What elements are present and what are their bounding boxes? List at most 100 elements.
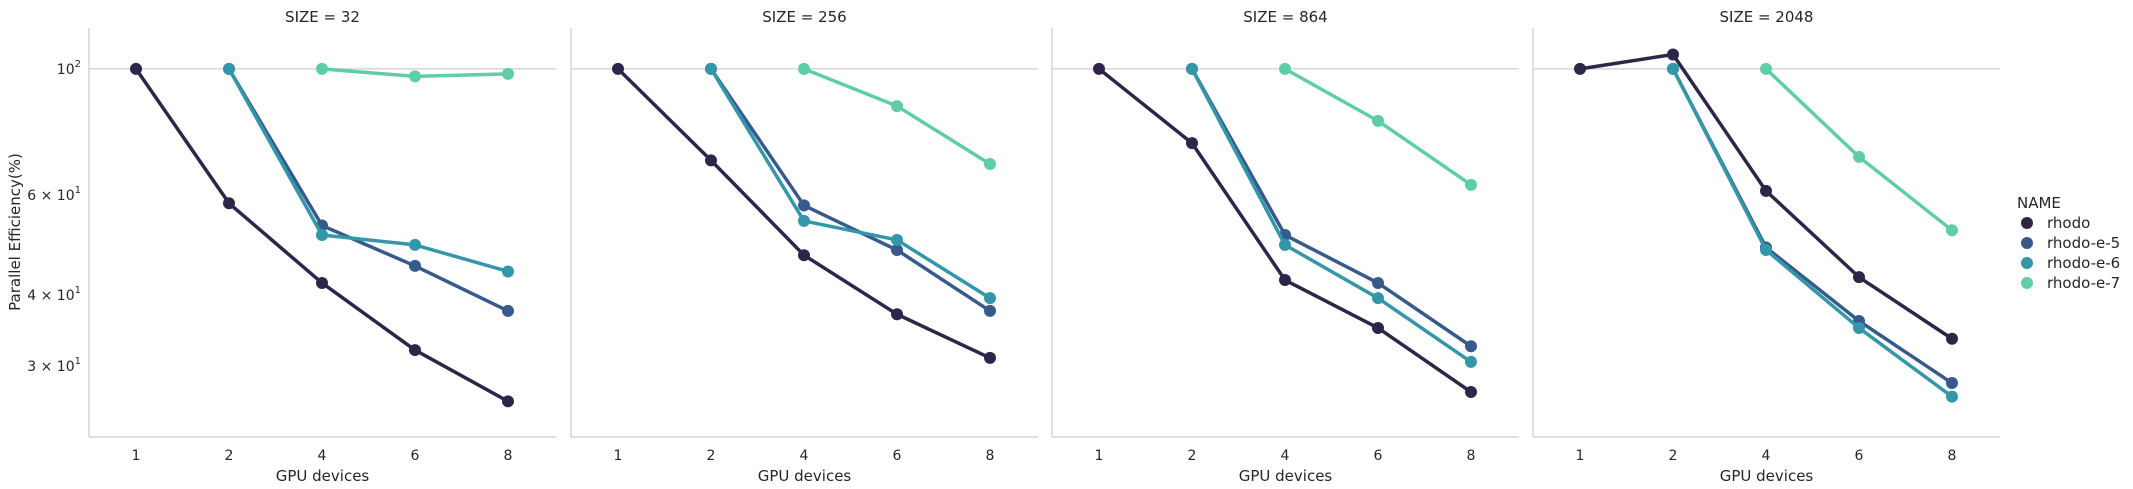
data-point-rhodo <box>1465 386 1477 399</box>
data-point-rhodo <box>1946 332 1958 345</box>
data-point-rhodo-e-6 <box>1760 243 1772 256</box>
y-tick-label: 3 × 101 <box>27 356 81 375</box>
legend-marker <box>2021 217 2033 229</box>
data-point-rhodo-e-7 <box>984 158 996 171</box>
legend-label: rhodo-e-6 <box>2047 254 2120 272</box>
x-tick-label: 6 <box>411 448 420 464</box>
data-point-rhodo <box>502 395 514 408</box>
legend-label: rhodo-e-5 <box>2047 234 2120 252</box>
data-point-rhodo-e-6 <box>798 214 810 227</box>
data-point-rhodo-e-6 <box>409 238 421 251</box>
data-point-rhodo <box>130 62 142 75</box>
x-tick-label: 2 <box>1188 448 1197 464</box>
data-point-rhodo-e-6 <box>1465 355 1477 368</box>
data-point-rhodo-e-6 <box>891 233 903 246</box>
x-tick-label: 8 <box>986 448 995 464</box>
y-axis-label: Parallel Efficiency(%) <box>6 153 24 311</box>
data-point-rhodo <box>1279 274 1291 287</box>
data-point-rhodo-e-7 <box>1946 224 1958 237</box>
y-tick-label: 102 <box>57 59 81 78</box>
x-tick-label: 2 <box>1669 448 1678 464</box>
x-tick-label: 1 <box>1095 448 1104 464</box>
legend: NAME rhodo rhodo-e-5 rhodo-e-6 rhodo-e-7 <box>2017 194 2120 292</box>
legend-marker <box>2021 277 2033 289</box>
x-tick-label: 4 <box>318 448 327 464</box>
x-tick-label: 4 <box>800 448 809 464</box>
data-point-rhodo-e-7 <box>316 62 328 75</box>
data-point-rhodo-e-7 <box>1853 150 1865 163</box>
data-point-rhodo-e-5 <box>1465 340 1477 353</box>
legend-title: NAME <box>2017 194 2061 212</box>
data-point-rhodo <box>612 62 624 75</box>
data-point-rhodo-e-5 <box>1946 377 1958 390</box>
data-point-rhodo-e-5 <box>1372 276 1384 289</box>
x-axis-label: GPU devices <box>758 467 852 485</box>
data-point-rhodo-e-7 <box>1760 62 1772 75</box>
data-point-rhodo-e-7 <box>1279 62 1291 75</box>
x-axis-label: GPU devices <box>1720 467 1814 485</box>
data-point-rhodo <box>316 276 328 289</box>
y-tick-label: 4 × 101 <box>27 285 81 304</box>
series-line-rhodo-e-7 <box>1764 67 1954 232</box>
data-point-rhodo-e-6 <box>502 265 514 278</box>
data-point-rhodo-e-6 <box>1853 321 1865 334</box>
legend-label: rhodo-e-7 <box>2047 274 2120 292</box>
series-line-rhodo-e-5 <box>709 67 991 313</box>
x-axis-label: GPU devices <box>276 467 370 485</box>
panel-title: SIZE = 864 <box>1243 8 1327 26</box>
chart-panel: SIZE = 256 1 2 4 6 8 GPU devices <box>570 8 1038 485</box>
chart-panel: SIZE = 32 1 2 4 6 8 GPU devices 102 6 × 101 4 × 1… <box>27 8 556 485</box>
x-axis-label: GPU devices <box>1239 467 1333 485</box>
data-point-rhodo-e-5 <box>409 259 421 272</box>
data-point-rhodo <box>1667 48 1679 61</box>
x-tick-label: 8 <box>1467 448 1476 464</box>
data-point-rhodo-e-7 <box>798 62 810 75</box>
data-point-rhodo <box>1574 62 1586 75</box>
data-point-rhodo-e-6 <box>316 229 328 242</box>
data-point-rhodo-e-5 <box>984 304 996 317</box>
data-point-rhodo <box>984 351 996 364</box>
data-point-rhodo-e-6 <box>1667 62 1679 75</box>
series-line-rhodo-e-7 <box>803 67 991 166</box>
x-tick-label: 1 <box>614 448 623 464</box>
chart-panel: SIZE = 864 1 2 4 6 8 GPU devices <box>1051 8 1519 485</box>
data-point-rhodo-e-6 <box>705 62 717 75</box>
data-point-rhodo <box>798 249 810 262</box>
data-point-rhodo <box>1093 62 1105 75</box>
data-point-rhodo <box>223 197 235 210</box>
legend-label: rhodo <box>2047 214 2090 232</box>
x-tick-label: 2 <box>707 448 716 464</box>
x-tick-label: 8 <box>1948 448 1957 464</box>
data-point-rhodo <box>1853 271 1865 284</box>
data-point-rhodo <box>705 154 717 167</box>
panel-title: SIZE = 2048 <box>1720 8 1814 26</box>
chart-panel: SIZE = 2048 1 2 4 6 8 GPU devices <box>1532 8 2000 485</box>
x-tick-label: 6 <box>893 448 902 464</box>
x-tick-label: 6 <box>1855 448 1864 464</box>
x-tick-label: 4 <box>1762 448 1771 464</box>
panel-title: SIZE = 256 <box>762 8 846 26</box>
data-point-rhodo <box>1372 321 1384 334</box>
x-tick-label: 2 <box>225 448 234 464</box>
data-point-rhodo-e-7 <box>1465 178 1477 191</box>
data-point-rhodo-e-5 <box>798 199 810 212</box>
data-point-rhodo-e-6 <box>223 62 235 75</box>
x-tick-label: 8 <box>504 448 513 464</box>
data-point-rhodo-e-6 <box>1372 292 1384 305</box>
data-point-rhodo-e-6 <box>1946 390 1958 403</box>
data-point-rhodo-e-7 <box>891 100 903 113</box>
data-point-rhodo <box>1186 137 1198 150</box>
series-line-rhodo-e-6 <box>227 67 509 274</box>
series-line-rhodo <box>616 67 991 360</box>
data-point-rhodo-e-6 <box>1186 62 1198 75</box>
series-line-rhodo-e-6 <box>1671 68 1954 399</box>
x-tick-label: 1 <box>132 448 141 464</box>
data-point-rhodo-e-7 <box>502 67 514 80</box>
data-point-rhodo <box>409 344 421 357</box>
data-point-rhodo-e-5 <box>891 243 903 256</box>
data-point-rhodo-e-7 <box>409 70 421 83</box>
series-line-rhodo-e-5 <box>227 67 509 313</box>
legend-marker <box>2021 237 2033 249</box>
data-point-rhodo-e-7 <box>1372 114 1384 127</box>
